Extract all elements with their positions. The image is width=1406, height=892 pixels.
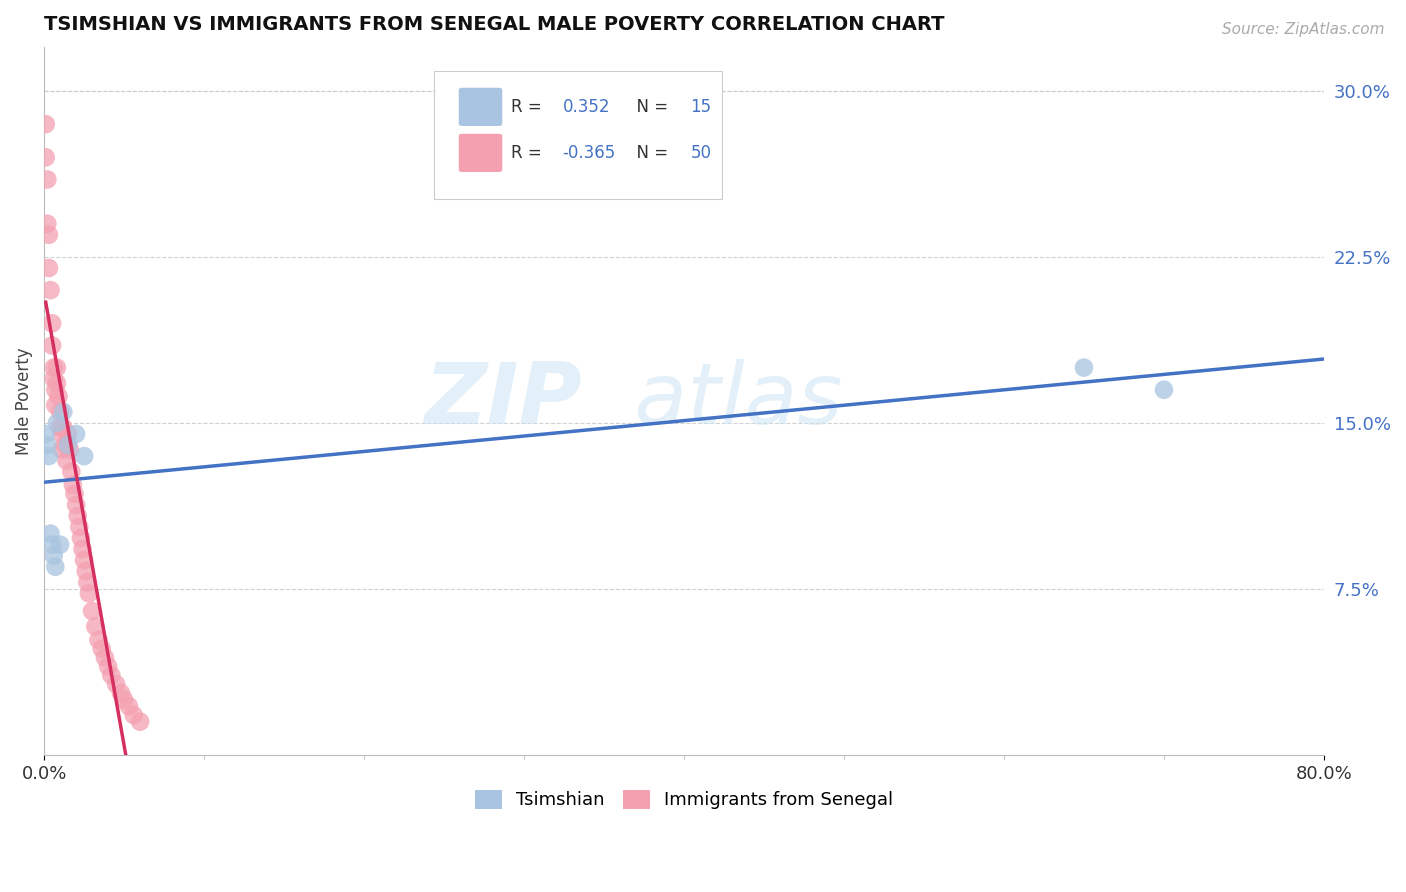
Point — [76, 575, 98, 590]
Point — [45, 360, 67, 375]
Text: N =: N = — [627, 144, 673, 162]
Point — [62, 478, 84, 492]
Point — [39, 283, 62, 297]
FancyBboxPatch shape — [458, 87, 502, 126]
Point — [59, 442, 82, 457]
Point — [49, 405, 72, 419]
Point — [45, 376, 67, 390]
Text: 50: 50 — [690, 144, 711, 162]
Point — [51, 442, 73, 457]
Point — [49, 538, 72, 552]
Point — [45, 416, 67, 430]
Point — [35, 427, 58, 442]
Point — [41, 338, 63, 352]
Point — [53, 438, 76, 452]
Point — [1153, 383, 1175, 397]
Point — [73, 449, 96, 463]
Point — [110, 686, 132, 700]
Point — [87, 632, 110, 647]
Point — [42, 549, 65, 563]
Point — [112, 692, 135, 706]
Point — [42, 360, 65, 375]
Point — [60, 465, 83, 479]
Point — [66, 508, 89, 523]
Point — [56, 427, 79, 442]
Point — [122, 708, 145, 723]
Point — [65, 498, 87, 512]
Point — [48, 389, 70, 403]
Point — [41, 316, 63, 330]
Point — [52, 405, 75, 419]
Text: atlas: atlas — [607, 359, 842, 442]
Y-axis label: Male Poverty: Male Poverty — [15, 347, 32, 455]
Point — [44, 383, 66, 397]
Point — [82, 604, 104, 618]
Point — [105, 677, 128, 691]
Point — [65, 427, 87, 442]
FancyBboxPatch shape — [458, 134, 502, 172]
FancyBboxPatch shape — [434, 71, 723, 199]
Text: R =: R = — [512, 144, 547, 162]
Point — [39, 526, 62, 541]
Point — [44, 559, 66, 574]
Point — [41, 538, 63, 552]
Point — [1073, 360, 1095, 375]
Point — [73, 553, 96, 567]
Point — [37, 217, 59, 231]
Point — [37, 438, 59, 452]
Text: TSIMSHIAN VS IMMIGRANTS FROM SENEGAL MALE POVERTY CORRELATION CHART: TSIMSHIAN VS IMMIGRANTS FROM SENEGAL MAL… — [44, 15, 945, 34]
Point — [42, 371, 65, 385]
Point — [97, 659, 120, 673]
Point — [75, 564, 97, 578]
Point — [72, 542, 94, 557]
Point — [77, 586, 100, 600]
Text: ZIP: ZIP — [425, 359, 582, 442]
Text: R =: R = — [512, 98, 547, 116]
Point — [67, 520, 90, 534]
Point — [38, 449, 60, 463]
Point — [38, 260, 60, 275]
Legend: Tsimshian, Immigrants from Senegal: Tsimshian, Immigrants from Senegal — [467, 783, 901, 817]
Point — [37, 172, 59, 186]
Point — [70, 531, 93, 545]
Point — [63, 487, 86, 501]
Point — [52, 420, 75, 434]
Point — [118, 699, 141, 714]
Point — [100, 668, 122, 682]
Point — [55, 453, 77, 467]
Text: N =: N = — [627, 98, 673, 116]
Text: 0.352: 0.352 — [562, 98, 610, 116]
Point — [51, 427, 73, 442]
Point — [56, 438, 79, 452]
Point — [44, 398, 66, 412]
Point — [129, 714, 152, 729]
Point — [38, 227, 60, 242]
Point — [84, 619, 107, 633]
Point — [35, 150, 58, 164]
Text: -0.365: -0.365 — [562, 144, 616, 162]
Point — [94, 650, 117, 665]
Point — [90, 641, 112, 656]
Text: 15: 15 — [690, 98, 711, 116]
Point — [35, 117, 58, 131]
Text: Source: ZipAtlas.com: Source: ZipAtlas.com — [1222, 22, 1385, 37]
Point — [49, 420, 72, 434]
